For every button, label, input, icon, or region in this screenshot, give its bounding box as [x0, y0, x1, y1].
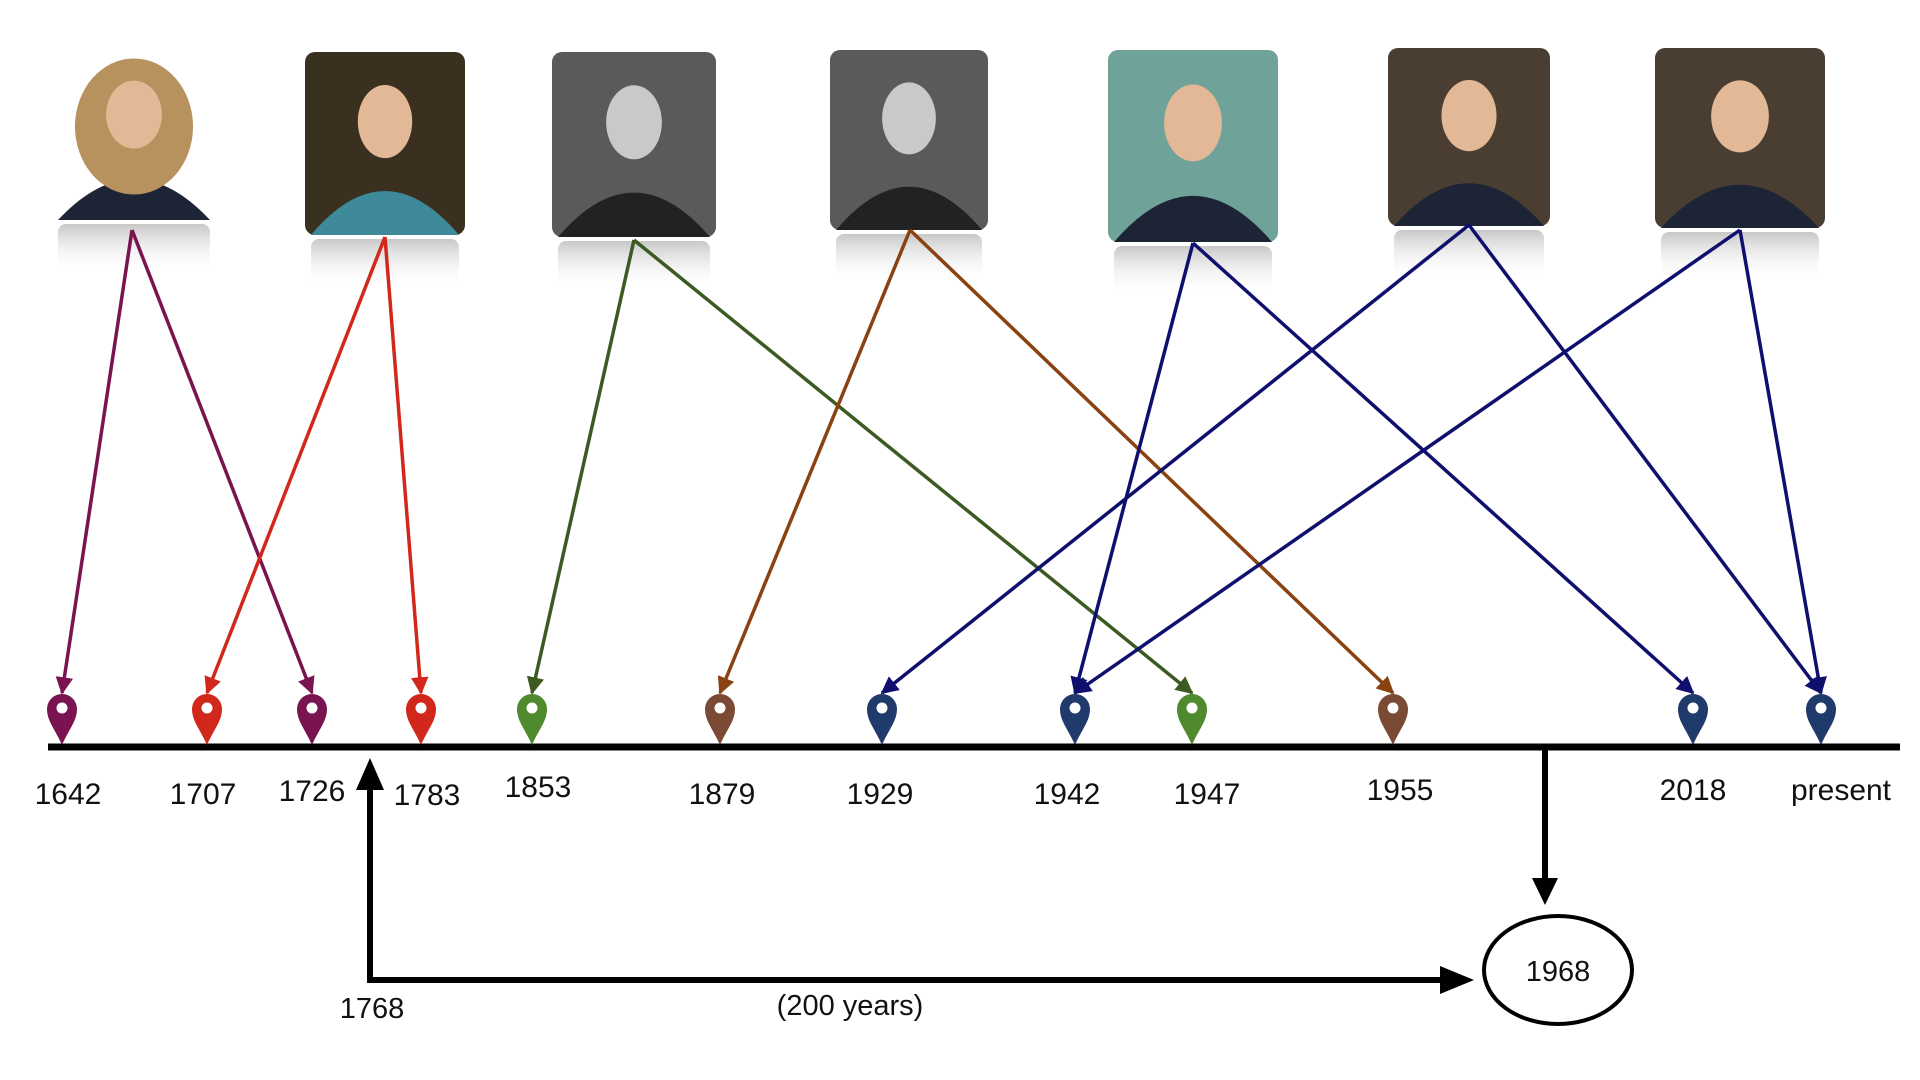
- year-label: 1726: [279, 775, 346, 808]
- span-start-label: 1768: [340, 993, 405, 1025]
- year-label: 1879: [689, 778, 756, 811]
- portrait-body: [836, 186, 982, 230]
- year-label: 2018: [1660, 774, 1727, 807]
- location-pin-icon: [297, 694, 327, 745]
- portrait-face: [606, 85, 662, 160]
- birth-arrow: [204, 236, 387, 695]
- portrait-glasses: [1108, 50, 1278, 296]
- portrait-reflection: [558, 241, 710, 291]
- birth-arrow: [1070, 242, 1195, 695]
- portrait-face: [357, 84, 413, 159]
- birth-arrow: [55, 229, 134, 695]
- location-pin-icon: [517, 694, 547, 745]
- death-arrow: [632, 238, 1194, 695]
- birth-arrow: [1073, 228, 1741, 695]
- span-end-arrowhead: [1440, 966, 1474, 994]
- year-labels: 1642 1707 1726 1783 1853 1879 1929 1942 1947 1955…: [35, 771, 1892, 812]
- portrait-face: [1711, 80, 1769, 153]
- portrait-reflection: [1394, 230, 1544, 280]
- year-label: 1942: [1034, 778, 1101, 811]
- location-pin-icon: [867, 694, 897, 745]
- death-arrow: [1467, 223, 1823, 695]
- location-pin-icon: [406, 694, 436, 745]
- location-pin-icon: [1806, 694, 1836, 745]
- death-arrow: [383, 236, 429, 695]
- portrait-suit: [1655, 48, 1825, 282]
- span-drop-arrowhead: [1532, 878, 1558, 905]
- portrait-reflection: [1661, 232, 1819, 282]
- location-pin-icon: [192, 694, 222, 745]
- location-pin-icon: [1378, 694, 1408, 745]
- portrait-turban: [305, 52, 465, 289]
- year-label: 1707: [170, 778, 237, 811]
- portrait-face: [1164, 84, 1222, 162]
- death-arrow: [130, 229, 315, 695]
- portrait-bw-standing: [552, 52, 716, 291]
- year-label: 1783: [394, 779, 461, 812]
- location-pin-icon: [1678, 694, 1708, 745]
- birth-arrow: [526, 239, 636, 695]
- birth-arrow: [880, 223, 1471, 695]
- portrait-bw-hair: [830, 50, 988, 284]
- portrait-body: [311, 191, 459, 235]
- location-pin-icon: [1060, 694, 1090, 745]
- portrait-reflection: [311, 239, 459, 289]
- year-label: 1929: [847, 778, 914, 811]
- span-start-arrowhead: [356, 758, 384, 790]
- span-bracket: 1968 1768 (200 years): [340, 750, 1634, 1026]
- portrait-row: [52, 48, 1825, 296]
- location-pin-icon: [705, 694, 735, 745]
- lifespan-arrows: [55, 223, 1827, 695]
- year-label: 1642: [35, 778, 102, 811]
- portrait-face: [106, 80, 162, 149]
- death-arrow: [908, 228, 1395, 695]
- year-label: 1955: [1367, 774, 1434, 807]
- portrait-body: [58, 179, 210, 220]
- portrait-body: [1394, 183, 1544, 226]
- death-arrow: [1191, 241, 1695, 695]
- birth-arrow: [717, 229, 912, 695]
- span-end-circle: [1482, 914, 1634, 1026]
- year-label: 1853: [505, 771, 572, 804]
- year-label: 1947: [1174, 778, 1241, 811]
- year-label: present: [1791, 774, 1892, 807]
- portrait-reflection: [58, 224, 210, 274]
- year-markers: [47, 694, 1836, 745]
- portrait-body: [1114, 195, 1272, 242]
- portrait-wig: [52, 50, 216, 274]
- location-pin-icon: [47, 694, 77, 745]
- portrait-reflection: [1114, 246, 1272, 296]
- portrait-body: [1661, 184, 1819, 228]
- portrait-face: [882, 82, 936, 155]
- portrait-body: [558, 192, 710, 237]
- location-pin-icon: [1177, 694, 1207, 745]
- portrait-reflection: [836, 234, 982, 284]
- death-arrow: [1738, 229, 1827, 695]
- portrait-face: [1441, 80, 1497, 152]
- portrait-elder: [1388, 48, 1550, 280]
- span-duration-label: (200 years): [777, 990, 924, 1022]
- span-end-label: 1968: [1526, 956, 1591, 988]
